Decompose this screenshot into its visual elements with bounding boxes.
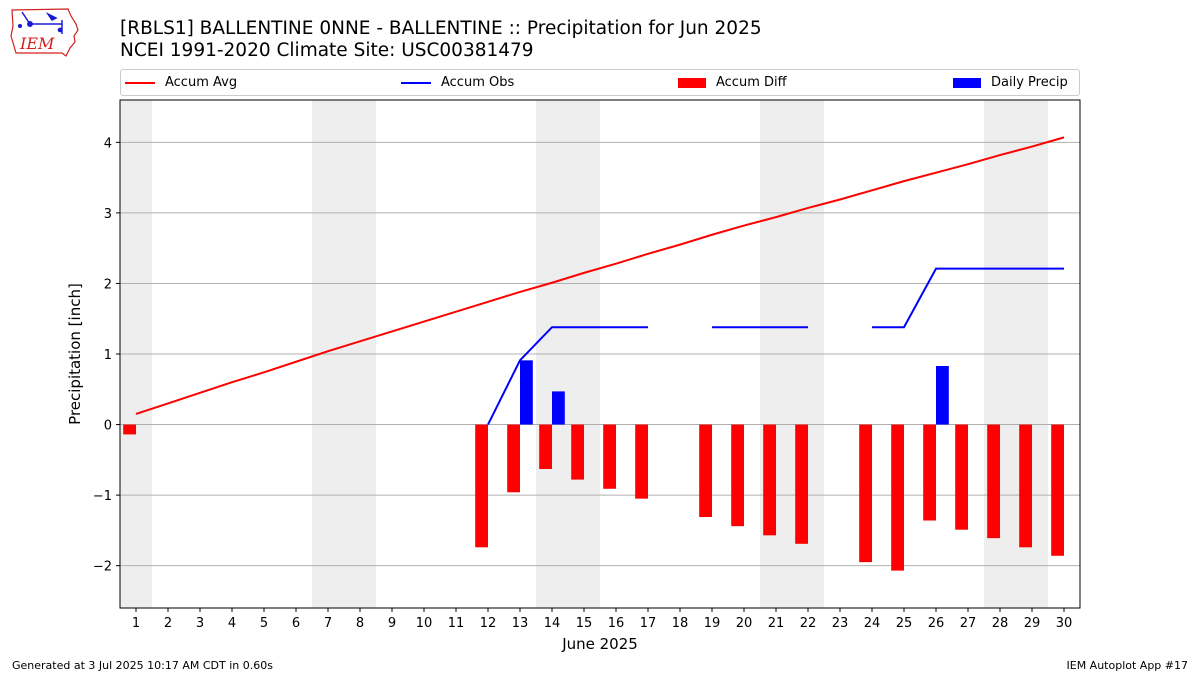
x-tick-label-26: 26 [928,616,945,631]
accum-diff-bar-day-16 [603,424,616,489]
accum-diff-bar-day-14 [539,424,552,470]
x-tick-label-16: 16 [608,616,625,631]
legend-swatch-accum-avg [125,81,155,84]
legend-label-accum-diff: Accum Diff [716,75,787,90]
accum-obs-line-2 [872,267,1064,329]
x-tick-label-20: 20 [736,616,753,631]
accum-diff-bar-day-27 [955,424,968,530]
accum-diff-bar-day-22 [795,424,808,544]
accum-diff-bar-day-12 [475,424,488,548]
legend-swatch-accum-diff [678,77,706,88]
logo-text: IEM [19,34,55,53]
legend-item-accum-avg: Accum Avg [125,70,237,95]
iem-logo: IEM [10,8,79,57]
y-tick-label-4: 4 [104,136,112,151]
x-tick-label-15: 15 [576,616,593,631]
x-tick-label-6: 6 [292,616,300,631]
x-axis-label: June 2025 [561,635,638,653]
footer-app: IEM Autoplot App #17 [1066,659,1189,672]
x-tick-label-14: 14 [544,616,561,631]
chart-title-line1: [RBLS1] BALLENTINE 0NNE - BALLENTINE :: … [120,18,762,39]
x-tick-label-7: 7 [324,616,332,631]
chart-title-line2: NCEI 1991-2020 Climate Site: USC00381479 [120,40,534,61]
x-tick-label-28: 28 [992,616,1009,631]
x-tick-label-1: 1 [132,616,140,631]
bar-series [123,360,1064,571]
iowa-outline-icon [10,8,79,57]
x-tick-label-18: 18 [672,616,689,631]
legend-item-accum-diff: Accum Diff [678,70,787,95]
y-tick-label-2: 2 [104,277,112,292]
y-tick-label-1: 1 [104,348,112,363]
accum-diff-bar-day-26 [923,424,936,521]
accum-diff-bar-day-21 [763,424,776,536]
weather-station-icon [17,11,63,34]
daily-precip-bar-day-26 [936,365,949,425]
y-axis-label: Precipitation [inch] [66,283,84,425]
daily-precip-bar-day-14 [552,391,565,425]
x-tick-label-5: 5 [260,616,268,631]
x-tick-label-4: 4 [228,616,236,631]
legend-item-accum-obs: Accum Obs [401,70,514,95]
x-tick-label-21: 21 [768,616,785,631]
accum-diff-bar-day-29 [1019,424,1032,548]
x-tick-label-25: 25 [896,616,913,631]
accum-diff-bar-day-30 [1051,424,1064,556]
x-tick-label-11: 11 [448,616,465,631]
daily-precip-bar-day-13 [520,360,533,425]
y-axis: −2 −1 0 1 2 3 4 [93,136,120,575]
accum-diff-bar-day-24 [859,424,872,563]
accum-diff-bar-day-25 [891,424,904,571]
x-tick-label-3: 3 [196,616,204,631]
accum-diff-bar-day-15 [571,424,584,480]
y-tick-label-0: 0 [104,419,112,434]
footer-generated: Generated at 3 Jul 2025 10:17 AM CDT in … [12,659,273,672]
accum-diff-bar-day-1 [123,424,136,435]
y-tick-label--1: −1 [93,489,112,504]
legend-label-accum-avg: Accum Avg [165,75,238,90]
x-tick-label-2: 2 [164,616,172,631]
x-tick-label-19: 19 [704,616,721,631]
legend-swatch-accum-obs [401,81,431,84]
x-tick-label-30: 30 [1056,616,1073,631]
accum-obs-line-0 [487,326,648,426]
line-series [135,136,1065,426]
x-tick-label-27: 27 [960,616,977,631]
accum-diff-bar-day-19 [699,424,712,517]
chart-title: [RBLS1] BALLENTINE 0NNE - BALLENTINE :: … [120,18,762,62]
accum-diff-bar-day-13 [507,424,520,493]
x-tick-label-8: 8 [356,616,364,631]
x-tick-label-12: 12 [480,616,497,631]
x-axis: 1 2 3 4 5 6 7 8 9 10 11 12 13 14 15 16 17 18 19 20 21 22 23 24 2… [132,608,1072,631]
x-tick-label-13: 13 [512,616,529,631]
x-tick-label-17: 17 [640,616,657,631]
accum-diff-bar-day-28 [987,424,1000,539]
x-tick-label-29: 29 [1024,616,1041,631]
legend-label-accum-obs: Accum Obs [441,75,515,90]
chart-legend: Accum Avg Accum Obs Accum Diff Daily Pre… [120,69,1080,96]
x-tick-label-22: 22 [800,616,817,631]
y-gridlines [120,141,1080,567]
legend-item-daily-precip: Daily Precip [953,70,1068,95]
accum-avg-line-0 [135,136,1065,415]
x-tick-label-23: 23 [832,616,849,631]
x-tick-label-24: 24 [864,616,881,631]
y-tick-label--2: −2 [93,560,112,575]
x-tick-label-9: 9 [388,616,396,631]
legend-label-daily-precip: Daily Precip [991,75,1068,90]
accum-diff-bar-day-17 [635,424,648,499]
accum-diff-bar-day-20 [731,424,744,527]
y-tick-label-3: 3 [104,207,112,222]
legend-swatch-daily-precip [953,77,981,88]
x-tick-label-10: 10 [416,616,433,631]
